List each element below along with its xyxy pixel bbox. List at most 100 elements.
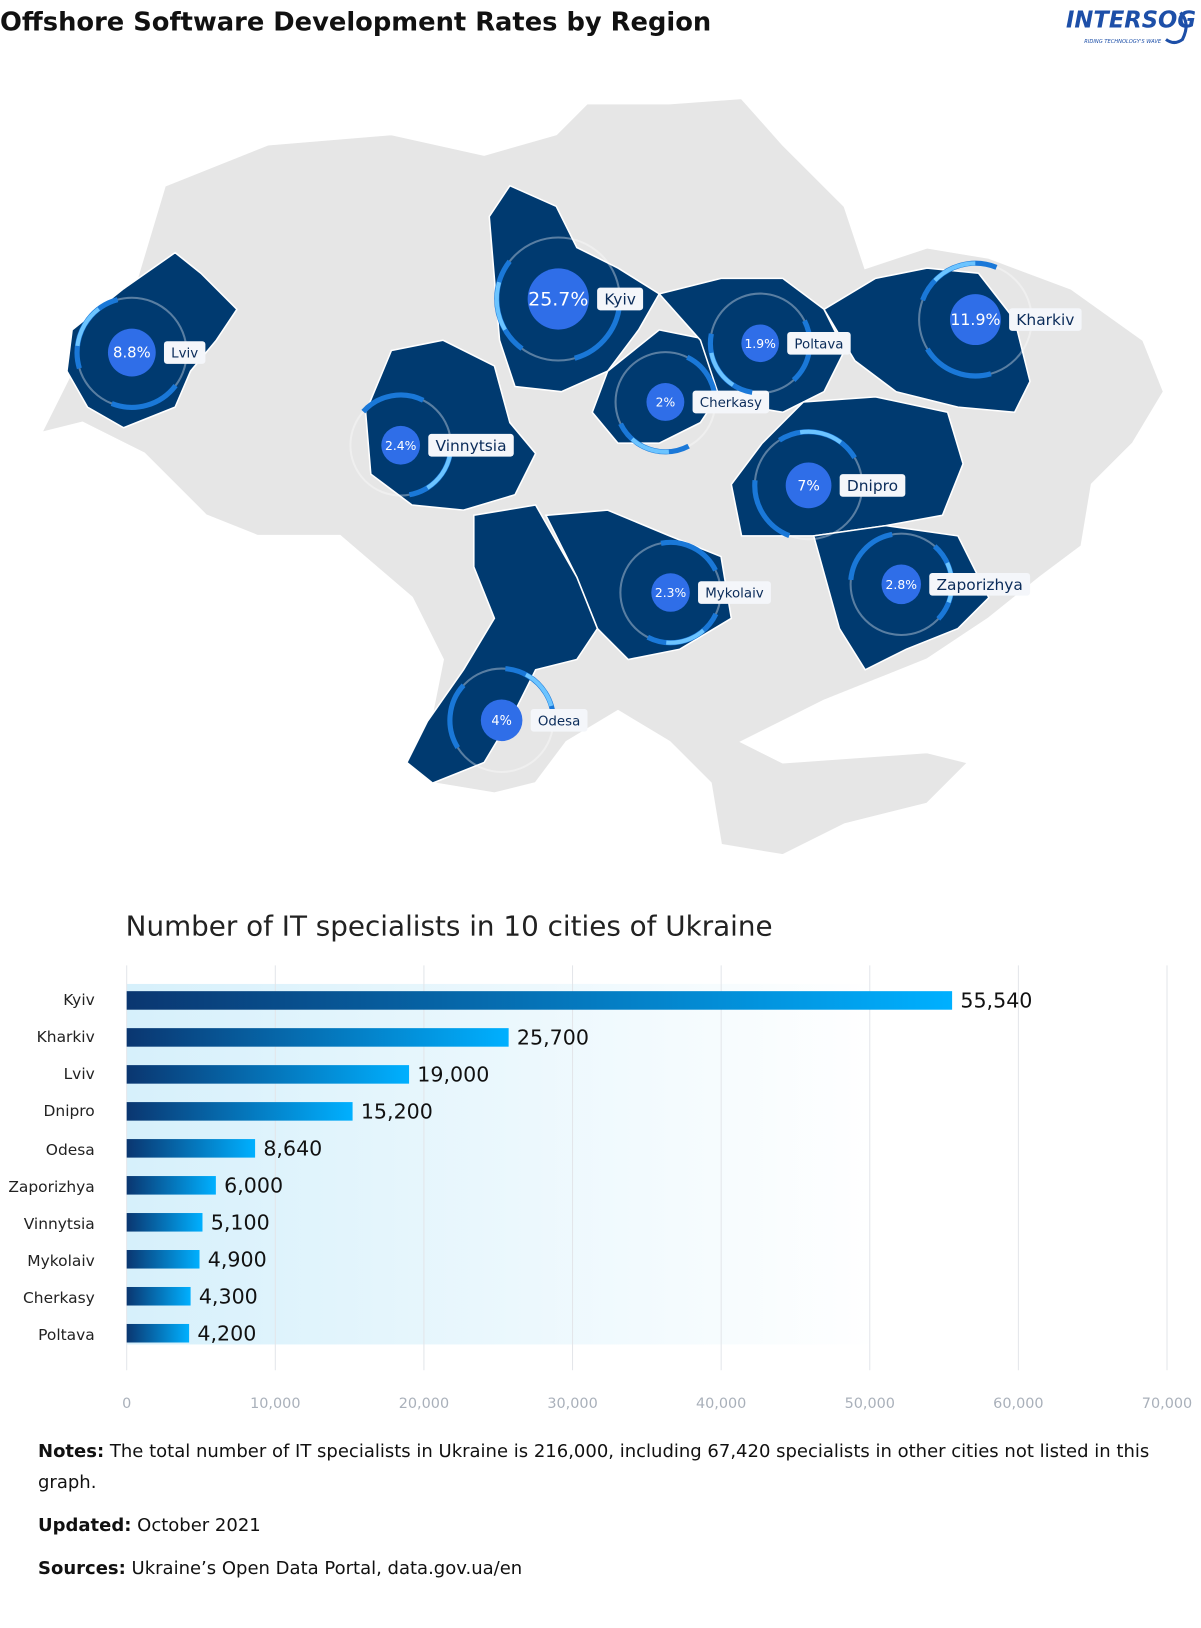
share-label: 2% [656, 396, 676, 410]
city-label: Mykolaiv [705, 587, 764, 602]
note-text: Ukraine’s Open Data Portal, data.gov.ua/… [131, 1558, 523, 1579]
logo-swoosh [1165, 11, 1188, 45]
bar [126, 1250, 200, 1269]
bar [126, 1102, 353, 1121]
x-tick-label: 20,000 [399, 1396, 449, 1412]
logo-tagline: RIDING TECHNOLOGY'S WAVE [1084, 39, 1162, 45]
share-label: 2.4% [385, 439, 417, 453]
note-label: Updated: [38, 1515, 132, 1536]
y-tick-label: Dnipro [44, 1102, 95, 1120]
share-dot [881, 564, 922, 605]
x-tick-label: 50,000 [845, 1396, 895, 1412]
y-tick-label: Odesa [46, 1141, 95, 1159]
country-shape [39, 97, 1166, 857]
bar [126, 1028, 509, 1047]
map: 25.7% Kyiv 8.8% Lviv 11.9% Kharkiv 7% Dnipro 4% O… [39, 97, 1166, 857]
y-tick-label: Vinnytsia [24, 1215, 95, 1233]
city-label: Kyiv [604, 291, 636, 309]
share-label: 7% [797, 478, 819, 494]
x-tick-label: 40,000 [696, 1396, 746, 1412]
note-label: Notes: [38, 1441, 105, 1462]
y-tick-label: Zaporizhya [8, 1178, 94, 1196]
city-label-box [839, 474, 906, 497]
share-dot [949, 294, 1001, 346]
y-tick-label: Mykolaiv [27, 1252, 94, 1270]
share-dot [646, 383, 685, 421]
bar [126, 1176, 216, 1195]
city-label-box [698, 581, 771, 604]
chart-title: Number of IT specialists in 10 cities of… [126, 909, 773, 942]
share-label: 2.8% [886, 578, 918, 592]
logo: INTERSOG [1066, 7, 1196, 33]
y-tick-label: Kyiv [63, 991, 95, 1009]
bar [126, 991, 953, 1010]
note-text: The total number of IT specialists in Uk… [38, 1441, 1150, 1493]
city-label-box [1009, 308, 1082, 331]
city-label: Poltava [794, 337, 843, 352]
city-label-box [597, 287, 644, 311]
value-label: 55,540 [960, 988, 1032, 1012]
ring-arc-light [74, 295, 189, 410]
city-label-box [530, 708, 588, 732]
city-label: Odesa [538, 714, 580, 729]
value-label: 6,000 [224, 1173, 283, 1197]
share-label: 4% [491, 714, 511, 729]
share-label: 25.7% [528, 289, 588, 311]
value-label: 15,200 [361, 1099, 433, 1123]
city-label: Cherkasy [700, 396, 762, 411]
x-tick-label: 60,000 [993, 1396, 1043, 1412]
value-label: 25,700 [517, 1025, 589, 1049]
share-label: 8.8% [113, 345, 151, 362]
share-dot [651, 573, 690, 612]
share-dot [381, 425, 421, 465]
value-label: 8,640 [263, 1136, 322, 1160]
value-label: 4,900 [208, 1247, 267, 1271]
note: Sources: Ukraine’s Open Data Portal, dat… [38, 1553, 1168, 1584]
bar [126, 1065, 410, 1084]
city-label: Lviv [171, 347, 198, 362]
region [405, 504, 599, 784]
y-tick-label: Cherkasy [23, 1289, 95, 1307]
share-dot [785, 462, 832, 509]
value-label: 4,300 [199, 1284, 258, 1308]
share-dot [480, 699, 523, 742]
bar [126, 1213, 203, 1232]
share-label: 1.9% [744, 337, 776, 351]
ring-arc-light [618, 540, 723, 645]
share-label: 11.9% [950, 310, 1000, 329]
y-tick-label: Kharkiv [37, 1028, 95, 1046]
y-tick-label: Poltava [38, 1326, 95, 1344]
x-tick-label: 0 [122, 1396, 131, 1412]
city-label: Kharkiv [1016, 311, 1074, 329]
bar [126, 1323, 190, 1343]
share-label: 2.3% [655, 586, 687, 600]
ring-arc-light [708, 291, 812, 396]
region [364, 339, 537, 511]
notes: Notes: The total number of IT specialist… [38, 1436, 1168, 1596]
x-tick-label: 70,000 [1142, 1396, 1192, 1412]
city-label-box [428, 433, 514, 457]
bar [126, 1286, 191, 1306]
city-label-box [163, 341, 206, 364]
x-tick-label: 10,000 [250, 1396, 300, 1412]
city-label: Dnipro [847, 477, 898, 495]
city-label-box [929, 572, 1031, 596]
note: Updated: October 2021 [38, 1510, 1168, 1541]
note-text: October 2021 [137, 1515, 261, 1536]
city-label: Vinnytsia [435, 437, 506, 455]
share-dot [527, 268, 589, 330]
city-label: Zaporizhya [936, 576, 1022, 594]
note: Notes: The total number of IT specialist… [38, 1436, 1168, 1498]
page-title: Offshore Software Development Rates by R… [0, 7, 711, 37]
bar [126, 1139, 256, 1158]
region [730, 396, 964, 537]
ring-arc-light [917, 261, 1034, 378]
city-label-box [787, 331, 851, 355]
value-label: 5,100 [211, 1210, 270, 1234]
ring-arc-light [447, 666, 556, 775]
note-label: Sources: [38, 1558, 126, 1579]
x-tick-label: 30,000 [547, 1396, 597, 1412]
bar-chart: Number of IT specialists in 10 cities of… [8, 909, 1192, 1412]
